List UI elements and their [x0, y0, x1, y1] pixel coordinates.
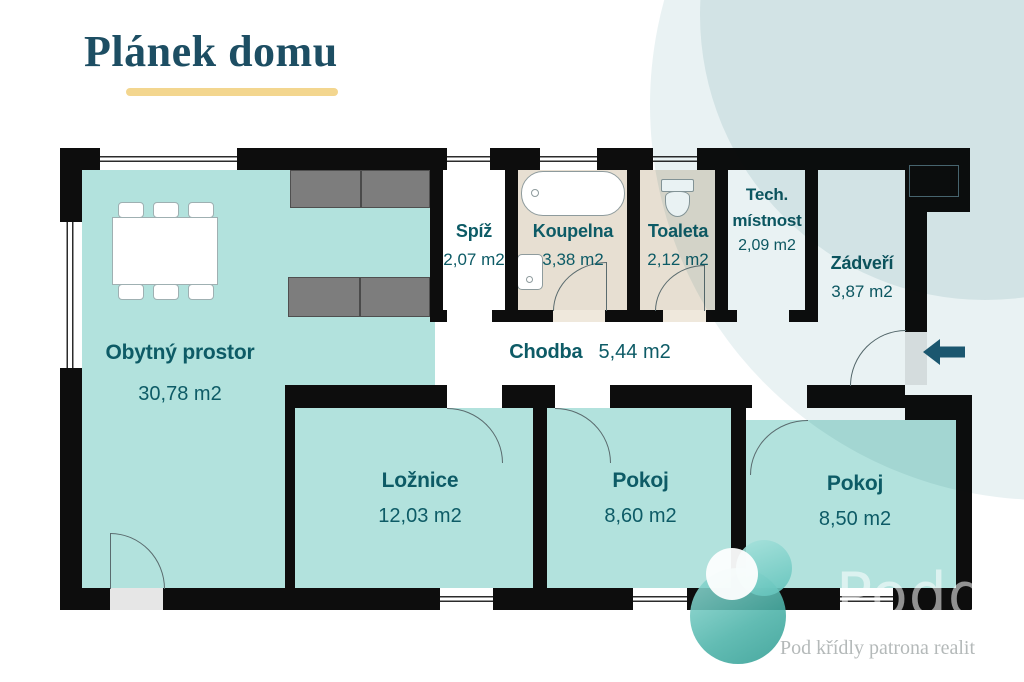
dining-table [112, 217, 218, 285]
page-title: Plánek domu [84, 27, 338, 76]
door-gap-bedroom [447, 385, 502, 408]
room-name: Zádveří [830, 253, 894, 273]
room-name: Chodba [509, 341, 583, 363]
room-area: 2,12 m2 [647, 249, 709, 269]
room-name: Koupelna [532, 221, 614, 241]
bathroom-sink [517, 254, 543, 290]
room-pantry-floor [443, 168, 505, 310]
window-toilet-top [653, 148, 697, 170]
door-gap-terrace [110, 588, 163, 610]
room-name: Ložnice [381, 469, 459, 492]
dining-chair [188, 284, 214, 300]
wall-living-bedroom [285, 385, 295, 588]
room-label-obytny-prostor: Obytný prostor 30,78 m2 [70, 341, 290, 406]
sink-drain [526, 276, 533, 283]
brand-tagline: Pod křídly patrona realit [780, 637, 975, 659]
room-area: 2,07 m2 [443, 249, 505, 269]
cabinet-divider [360, 171, 362, 207]
brand-logo-bird-icon [688, 540, 798, 680]
dining-chair [188, 202, 214, 218]
wall-pantry-bathroom [505, 168, 518, 322]
door-gap-toilet [663, 310, 706, 322]
room-area: 8,60 m2 [604, 505, 677, 528]
room-name: Pokoj [612, 469, 669, 492]
door-gap-tech [737, 310, 789, 322]
cabinet-divider [359, 278, 361, 316]
brand-watermark-text: Poddom [836, 560, 1024, 630]
room-name: Obytný prostor [105, 341, 255, 364]
bathtub-drain [531, 189, 539, 197]
room-label-koupelna: Koupelna 3,38 m2 [520, 221, 626, 269]
kitchen-counter-lower [288, 277, 430, 317]
dining-chair [153, 284, 179, 300]
room-area: 5,44 m2 [598, 341, 671, 363]
dining-chair [118, 202, 144, 218]
room-area: 12,03 m2 [378, 505, 462, 528]
title-underline-accent [126, 88, 338, 96]
room-label-chodba: Chodba 5,44 m2 [460, 341, 720, 364]
logo-wing-curl [706, 548, 758, 600]
window-pokoj1-bottom [633, 588, 687, 610]
wall-living-pantry [430, 148, 443, 322]
entry-cabinet-outline [909, 165, 959, 197]
room-label-pokoj-1: Pokoj 8,60 m2 [548, 469, 733, 528]
room-area: 2,09 m2 [738, 237, 796, 255]
wall-bedroom-pokoj1 [533, 385, 547, 610]
window-bedroom-bottom [440, 588, 493, 610]
window-living-left [60, 222, 82, 368]
window-bathroom-top [540, 148, 597, 170]
window-pantry-top [447, 148, 490, 170]
room-area: 3,38 m2 [542, 249, 604, 269]
room-label-pokoj-2: Pokoj 8,50 m2 [760, 472, 950, 531]
window-living-top [100, 148, 237, 170]
door-gap-pantry [447, 310, 492, 322]
door-gap-pokoj1 [555, 385, 610, 408]
dining-chair [118, 284, 144, 300]
room-label-loznice: Ložnice 12,03 m2 [325, 469, 515, 528]
dining-chair [153, 202, 179, 218]
room-area: 30,78 m2 [138, 383, 222, 406]
room-area: 8,50 m2 [818, 508, 892, 531]
wall-bathroom-toilet [627, 168, 640, 322]
door-gap-pokoj2 [752, 385, 807, 408]
kitchen-counter-upper [290, 170, 430, 208]
room-label-toaleta: Toaleta 2,12 m2 [633, 221, 723, 269]
entrance-arrow-icon [923, 339, 965, 365]
room-name-line2: místnost [732, 210, 802, 230]
room-name: Pokoj [826, 472, 884, 495]
room-area: 3,87 m2 [831, 281, 893, 301]
room-name: Spíž [455, 221, 493, 241]
window-pokoj2-bottom [840, 588, 893, 610]
room-name: Toaleta [647, 221, 709, 241]
wall-bottomright-step [905, 395, 972, 420]
door-gap-bathroom [553, 310, 605, 322]
room-label-zadveri: Zádveří 3,87 m2 [813, 253, 911, 301]
room-label-tech-mistnost: Tech. místnost 2,09 m2 [722, 185, 812, 255]
room-name-line1: Tech. [745, 185, 789, 204]
room-label-spiz: Spíž 2,07 m2 [434, 221, 514, 269]
